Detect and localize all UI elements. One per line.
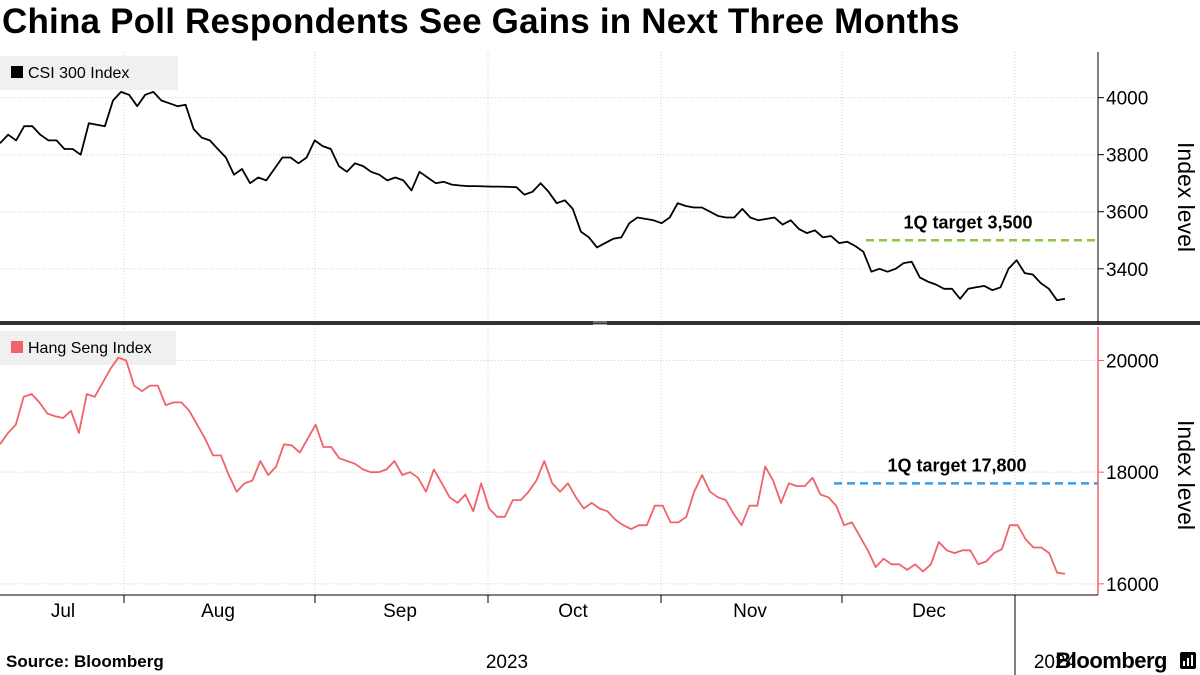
csi300-series-line: [0, 91, 1066, 302]
y-tick-label: 4000: [1106, 89, 1148, 110]
y-tick-label: 3400: [1106, 260, 1148, 281]
csi300-legend-label: CSI 300 Index: [28, 65, 129, 82]
hangseng-legend-label: Hang Seng Index: [28, 340, 152, 357]
hangseng-panel: Hang Seng Index Index level 1Q target 17…: [0, 331, 1199, 596]
csi300-panel: CSI 300 Index Index level 1Q target 3,50…: [0, 56, 1199, 302]
hangseng-target-label: 1Q target 17,800: [887, 455, 1026, 475]
chart-title: China Poll Respondents See Gains in Next…: [2, 2, 960, 41]
hangseng-y-axis-label: Index level: [1173, 420, 1199, 530]
x-tick-label: Aug: [201, 601, 235, 622]
x-axis-ticks: Jul Aug Sep Oct Nov Dec 2023 2024: [51, 595, 1077, 675]
csi300-legend-swatch: [11, 66, 23, 78]
x-tick-label: Oct: [558, 601, 588, 622]
bloomberg-terminal-icon: [1180, 652, 1196, 669]
csi300-y-axis-label: Index level: [1173, 142, 1199, 252]
y-tick-label: 3600: [1106, 203, 1148, 224]
source-note: Source: Bloomberg: [6, 652, 164, 671]
hangseng-legend-box: [0, 331, 176, 365]
csi300-legend-box: [0, 56, 178, 90]
y-tick-label: 18000: [1106, 463, 1159, 484]
bloomberg-logo: Bloomberg: [1055, 648, 1167, 673]
x-year-label: 2023: [486, 652, 528, 673]
gridlines: [0, 52, 1098, 595]
x-tick-label: Jul: [51, 601, 75, 622]
x-tick-label: Sep: [383, 601, 417, 622]
y-tick-label: 3800: [1106, 146, 1148, 167]
x-year-label: 2024: [1034, 652, 1077, 673]
x-tick-label: Nov: [733, 601, 767, 622]
hangseng-series-line: [0, 356, 1066, 575]
x-tick-label: Dec: [912, 601, 946, 622]
hangseng-legend-swatch: [11, 341, 23, 353]
y-tick-label: 16000: [1106, 575, 1159, 596]
csi300-target-label: 1Q target 3,500: [903, 212, 1032, 232]
y-tick-label: 20000: [1106, 352, 1159, 373]
